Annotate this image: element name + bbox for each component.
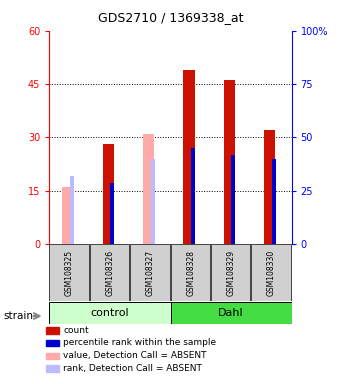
- Text: GSM108325: GSM108325: [65, 250, 74, 296]
- Bar: [49, 245, 89, 301]
- Bar: [224, 81, 235, 244]
- Text: GSM108327: GSM108327: [146, 250, 155, 296]
- Text: strain: strain: [3, 311, 33, 321]
- Text: control: control: [91, 308, 129, 318]
- Text: Dahl: Dahl: [218, 308, 244, 318]
- Bar: [130, 245, 170, 301]
- Text: count: count: [63, 326, 89, 335]
- Bar: [70, 176, 74, 244]
- Bar: [232, 155, 236, 244]
- Bar: [211, 245, 250, 301]
- Text: GSM108326: GSM108326: [105, 250, 115, 296]
- Bar: [272, 159, 276, 244]
- Text: value, Detection Call = ABSENT: value, Detection Call = ABSENT: [63, 351, 207, 360]
- Bar: [183, 70, 195, 244]
- Bar: [151, 159, 155, 244]
- Bar: [143, 134, 154, 244]
- Text: GDS2710 / 1369338_at: GDS2710 / 1369338_at: [98, 11, 243, 24]
- Bar: [103, 144, 114, 244]
- Text: rank, Detection Call = ABSENT: rank, Detection Call = ABSENT: [63, 364, 202, 373]
- Bar: [49, 301, 170, 324]
- Bar: [170, 301, 292, 324]
- Bar: [191, 148, 195, 244]
- Text: GSM108330: GSM108330: [267, 250, 276, 296]
- Bar: [251, 245, 291, 301]
- Text: percentile rank within the sample: percentile rank within the sample: [63, 338, 216, 348]
- Bar: [62, 187, 74, 244]
- Bar: [110, 184, 115, 244]
- Text: GSM108328: GSM108328: [186, 250, 195, 296]
- Bar: [170, 245, 210, 301]
- Text: GSM108329: GSM108329: [226, 250, 236, 296]
- Bar: [264, 130, 276, 244]
- Bar: [90, 245, 129, 301]
